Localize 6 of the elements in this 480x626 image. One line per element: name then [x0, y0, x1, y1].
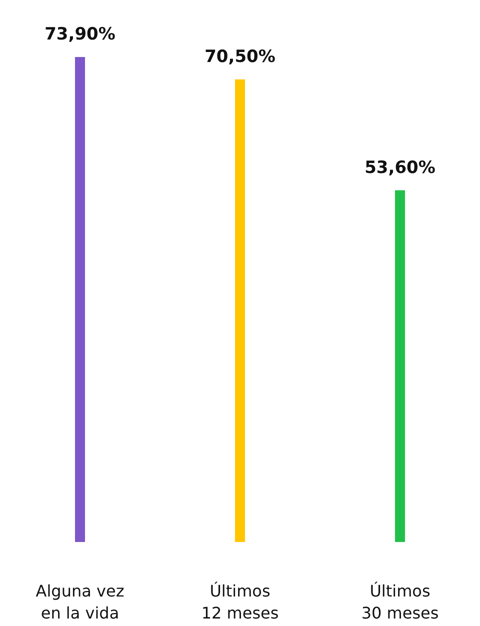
x-tick-label: Últimos 12 meses — [201, 582, 279, 622]
x-tick-label: Últimos 30 meses — [361, 582, 439, 622]
data-label: 53,60% — [364, 158, 436, 178]
data-label: 70,50% — [204, 46, 276, 67]
data-label: 73,90% — [44, 24, 116, 45]
x-tick-label: Alguna vez en la vida — [36, 582, 124, 622]
